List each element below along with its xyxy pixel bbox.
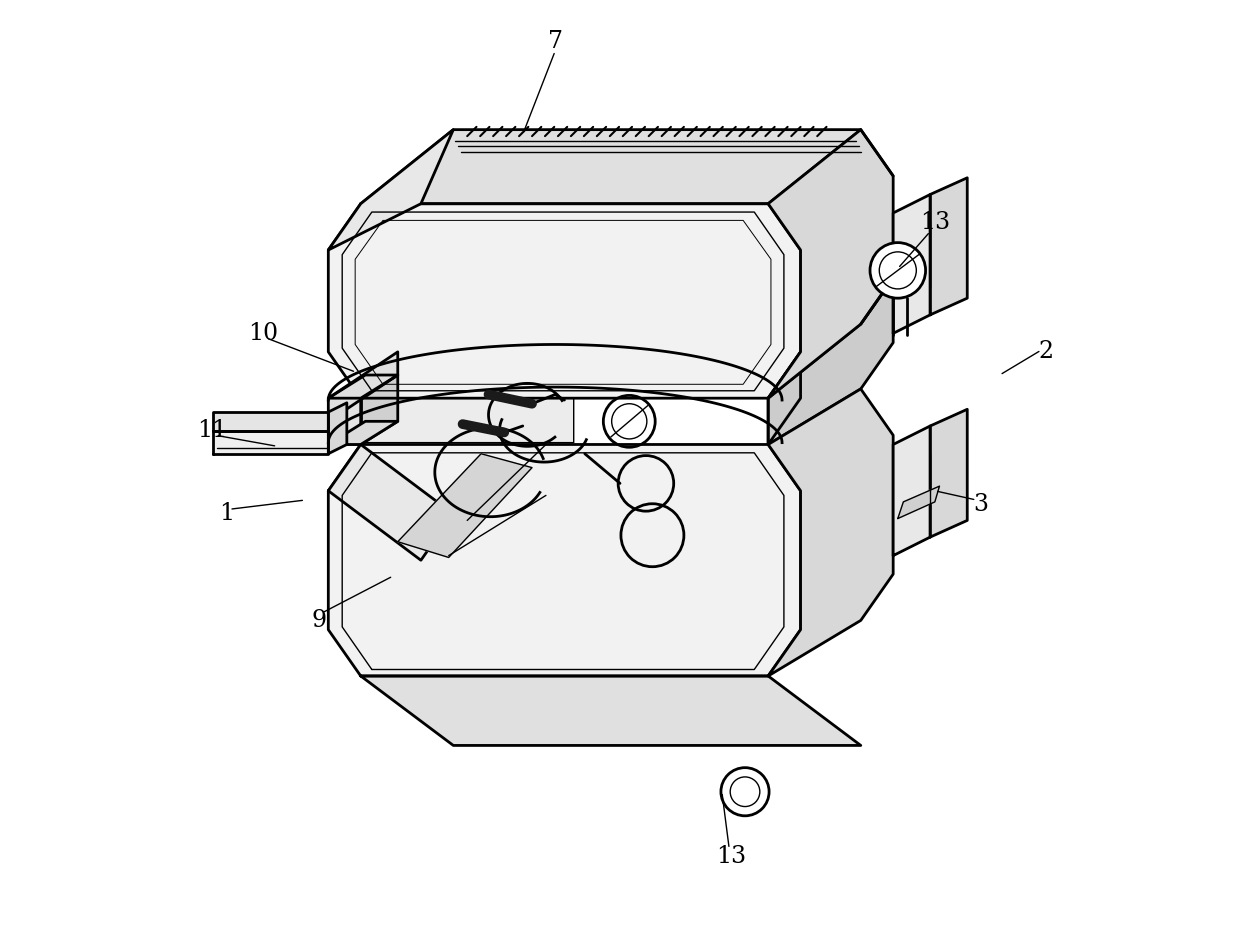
Circle shape	[870, 243, 925, 298]
Polygon shape	[329, 444, 454, 560]
Text: 2: 2	[1038, 341, 1054, 363]
Polygon shape	[329, 204, 801, 398]
Polygon shape	[768, 352, 801, 444]
Text: 7: 7	[548, 31, 563, 53]
Polygon shape	[329, 375, 398, 398]
Polygon shape	[768, 278, 893, 444]
Text: 9: 9	[311, 609, 326, 632]
Polygon shape	[329, 130, 454, 250]
Text: 10: 10	[248, 322, 279, 344]
Polygon shape	[212, 431, 329, 454]
Text: 1: 1	[219, 503, 234, 525]
Text: 3: 3	[973, 494, 988, 516]
Polygon shape	[768, 389, 893, 676]
Polygon shape	[329, 398, 361, 444]
Polygon shape	[329, 403, 347, 454]
Polygon shape	[329, 421, 398, 444]
Text: 11: 11	[197, 419, 228, 442]
Polygon shape	[893, 194, 930, 333]
Polygon shape	[212, 412, 329, 431]
Text: 13: 13	[920, 211, 950, 233]
Polygon shape	[361, 676, 861, 745]
Polygon shape	[898, 486, 940, 519]
Polygon shape	[329, 444, 801, 676]
Polygon shape	[768, 130, 893, 398]
Polygon shape	[930, 178, 967, 315]
Circle shape	[720, 768, 769, 816]
Polygon shape	[930, 409, 967, 537]
Polygon shape	[893, 426, 930, 556]
Polygon shape	[329, 352, 398, 421]
Polygon shape	[398, 454, 532, 557]
Text: 13: 13	[715, 845, 746, 868]
Polygon shape	[361, 130, 861, 204]
Polygon shape	[361, 375, 574, 443]
Polygon shape	[361, 375, 398, 444]
